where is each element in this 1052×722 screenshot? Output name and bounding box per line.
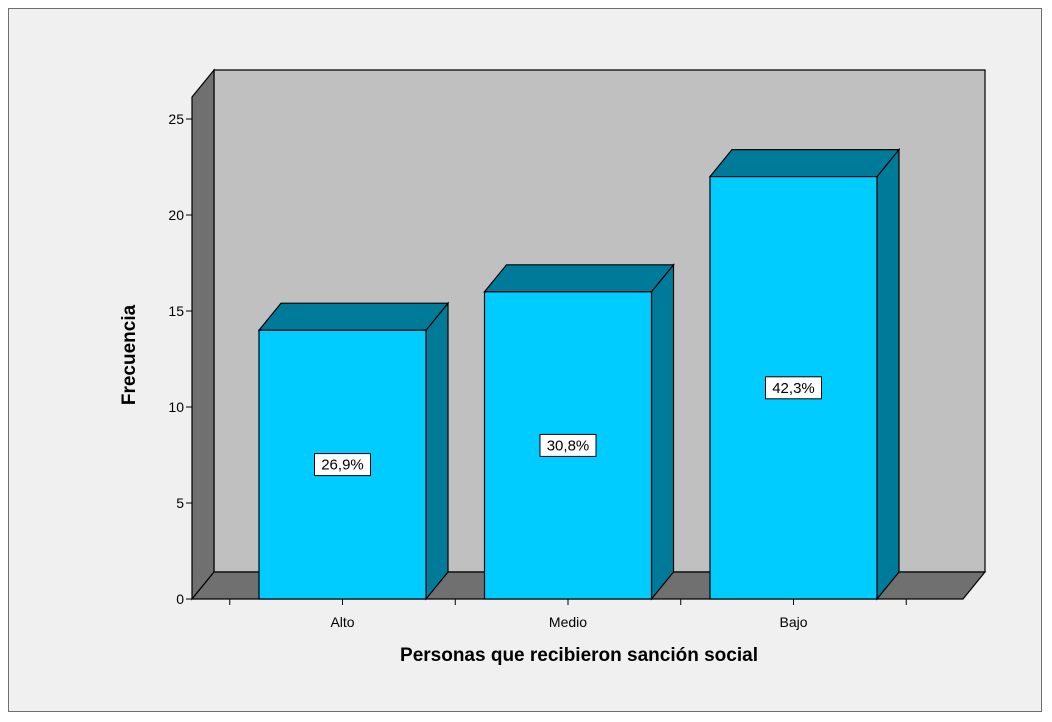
x-tick-label: Bajo xyxy=(779,614,807,630)
bar-top xyxy=(257,302,450,331)
bar-bajo: 42,3% xyxy=(708,147,901,601)
x-axis: Alto Medio Bajo xyxy=(192,598,963,630)
x-tick-label: Alto xyxy=(330,614,354,630)
bar-side xyxy=(425,301,449,601)
data-label-box xyxy=(765,376,822,400)
bars: 26,9% 30,8% 42,3% xyxy=(257,147,901,601)
y-tick-label: 5 xyxy=(176,495,184,511)
data-label: 26,9% xyxy=(321,457,364,474)
bar-chart: 0 5 10 15 20 25 26,9% 30,8% 42,3% Alto Medio Bajo… xyxy=(119,68,987,666)
side-wall xyxy=(191,68,215,601)
y-tick-label: 0 xyxy=(176,591,184,607)
y-tick-label: 25 xyxy=(168,111,184,127)
chart-frame: 0 5 10 15 20 25 26,9% 30,8% 42,3% Alto Medio Bajo… xyxy=(8,8,1042,712)
bar-side xyxy=(650,263,675,601)
bar-side xyxy=(876,147,900,601)
x-tick-label: Medio xyxy=(549,614,587,630)
bar-alto: 26,9% xyxy=(257,301,450,601)
data-label-box xyxy=(539,433,597,457)
bar-top xyxy=(483,264,675,293)
y-axis: 0 5 10 15 20 25 xyxy=(168,111,193,607)
y-tick-label: 10 xyxy=(168,399,184,415)
bar-medio: 30,8% xyxy=(483,263,675,601)
y-axis-title: Frecuencia xyxy=(119,304,140,405)
y-tick-label: 15 xyxy=(168,303,184,319)
data-label: 42,3% xyxy=(772,380,815,397)
data-label: 30,8% xyxy=(547,437,590,454)
x-axis-title: Personas que recibieron sanción social xyxy=(400,645,758,666)
data-label-box xyxy=(314,453,371,477)
y-tick-label: 20 xyxy=(168,207,184,223)
bar-top xyxy=(708,149,901,178)
